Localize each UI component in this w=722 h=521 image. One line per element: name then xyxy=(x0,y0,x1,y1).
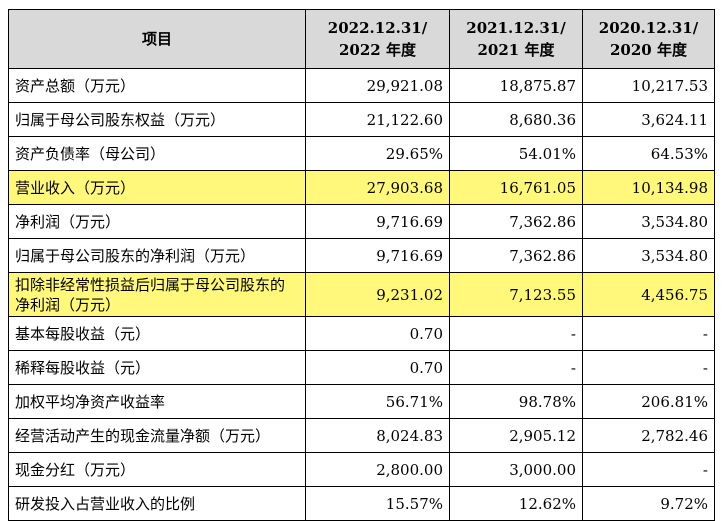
table-row: 研发投入占营业收入的比例 15.57% 12.62% 9.72% xyxy=(8,486,715,521)
row-label: 归属于母公司股东的净利润（万元） xyxy=(8,238,306,273)
table-row: 营业收入（万元） 27,903.68 16,761.05 10,134.98 xyxy=(8,170,715,205)
row-label: 加权平均净资产收益率 xyxy=(8,384,306,419)
table-body: 资产总额（万元） 29,921.08 18,875.87 10,217.53 归属于母公… xyxy=(8,68,715,521)
header-2020-date: 2020.12.31/ xyxy=(598,19,699,37)
header-item-label: 项目 xyxy=(141,30,172,48)
row-label: 净利润（万元） xyxy=(8,204,306,239)
row-value-2020: 10,217.53 xyxy=(582,68,715,103)
row-value-2022: 0.70 xyxy=(305,316,450,351)
row-value-2022: 8,024.83 xyxy=(305,418,450,453)
row-value-2020: - xyxy=(582,316,715,351)
row-value-2020: - xyxy=(582,350,715,385)
row-value-2022: 9,231.02 xyxy=(305,272,450,317)
row-value-2021: 18,875.87 xyxy=(449,68,583,103)
header-2021: 2021.12.31/ 2021 年度 xyxy=(449,9,583,69)
header-2022-year: 2022 年度 xyxy=(339,41,416,59)
header-2020: 2020.12.31/ 2020 年度 xyxy=(582,9,715,69)
row-value-2022: 21,122.60 xyxy=(305,102,450,137)
header-item: 项目 xyxy=(8,9,306,69)
row-value-2021: 16,761.05 xyxy=(449,170,583,205)
row-value-2022: 29.65% xyxy=(305,136,450,171)
row-value-2022: 29,921.08 xyxy=(305,68,450,103)
row-value-2021: 7,362.86 xyxy=(449,238,583,273)
table-row: 经营活动产生的现金流量净额（万元） 8,024.83 2,905.12 2,782.4… xyxy=(8,418,715,453)
row-value-2020: 4,456.75 xyxy=(582,272,715,317)
row-value-2020: 64.53% xyxy=(582,136,715,171)
header-2021-date: 2021.12.31/ xyxy=(466,19,566,37)
row-value-2021: - xyxy=(449,316,583,351)
row-value-2020: 206.81% xyxy=(582,384,715,419)
row-label: 经营活动产生的现金流量净额（万元） xyxy=(8,418,306,453)
row-label: 资产负债率（母公司） xyxy=(8,136,306,171)
header-2022-date: 2022.12.31/ xyxy=(327,19,428,37)
row-value-2020: 3,534.80 xyxy=(582,204,715,239)
table-row: 净利润（万元） 9,716.69 7,362.86 3,534.80 xyxy=(8,204,715,239)
header-2022: 2022.12.31/ 2022 年度 xyxy=(305,9,450,69)
row-value-2021: 12.62% xyxy=(449,486,583,521)
row-value-2021: 2,905.12 xyxy=(449,418,583,453)
row-label: 资产总额（万元） xyxy=(8,68,306,103)
row-value-2021: 7,362.86 xyxy=(449,204,583,239)
row-value-2022: 0.70 xyxy=(305,350,450,385)
row-value-2021: - xyxy=(449,350,583,385)
table-row: 资产总额（万元） 29,921.08 18,875.87 10,217.53 xyxy=(8,68,715,103)
table-row: 资产负债率（母公司） 29.65% 54.01% 64.53% xyxy=(8,136,715,171)
table-row: 现金分红（万元） 2,800.00 3,000.00- xyxy=(8,452,715,487)
financial-table-container: 项目 2022.12.31/ 2022 年度 2021.12.31/ 2021 … xyxy=(8,9,715,521)
table-row: 归属于母公司股东权益（万元） 21,122.60 8,680.36 3,624.11 xyxy=(8,102,715,137)
header-2021-year: 2021 年度 xyxy=(477,41,555,59)
row-value-2020: 2,782.46 xyxy=(582,418,715,453)
row-label: 研发投入占营业收入的比例 xyxy=(8,486,306,521)
table-row: 稀释每股收益（元） 0.70- - xyxy=(8,350,715,385)
row-value-2021: 3,000.00 xyxy=(449,452,583,487)
row-value-2022: 9,716.69 xyxy=(305,238,450,273)
financial-summary-table: 项目 2022.12.31/ 2022 年度 2021.12.31/ 2021 … xyxy=(8,9,715,521)
table-row: 归属于母公司股东的净利润（万元） 9,716.69 7,362.86 3,534.80 xyxy=(8,238,715,273)
row-value-2020: - xyxy=(582,452,715,487)
row-value-2020: 3,534.80 xyxy=(582,238,715,273)
row-value-2020: 10,134.98 xyxy=(582,170,715,205)
table-row: 扣除非经常性损益后归属于母公司股东的净利润（万元） 9,231.02 7,123.5… xyxy=(8,272,715,317)
table-row: 加权平均净资产收益率 56.71% 98.78% 206.81% xyxy=(8,384,715,419)
row-value-2022: 9,716.69 xyxy=(305,204,450,239)
row-value-2021: 8,680.36 xyxy=(449,102,583,137)
row-value-2022: 27,903.68 xyxy=(305,170,450,205)
row-value-2021: 54.01% xyxy=(449,136,583,171)
table-row: 基本每股收益（元） 0.70- - xyxy=(8,316,715,351)
header-2020-year: 2020 年度 xyxy=(610,41,687,59)
row-label: 基本每股收益（元） xyxy=(8,316,306,351)
row-label: 稀释每股收益（元） xyxy=(8,350,306,385)
row-label: 归属于母公司股东权益（万元） xyxy=(8,102,306,137)
row-value-2022: 2,800.00 xyxy=(305,452,450,487)
row-label: 扣除非经常性损益后归属于母公司股东的净利润（万元） xyxy=(8,272,306,317)
row-label: 营业收入（万元） xyxy=(8,170,306,205)
row-value-2022: 15.57% xyxy=(305,486,450,521)
row-value-2020: 9.72% xyxy=(582,486,715,521)
row-value-2022: 56.71% xyxy=(305,384,450,419)
row-value-2021: 98.78% xyxy=(449,384,583,419)
table-header-row: 项目 2022.12.31/ 2022 年度 2021.12.31/ 2021 … xyxy=(8,9,715,69)
row-label: 现金分红（万元） xyxy=(8,452,306,487)
row-value-2021: 7,123.55 xyxy=(449,272,583,317)
row-value-2020: 3,624.11 xyxy=(582,102,715,137)
